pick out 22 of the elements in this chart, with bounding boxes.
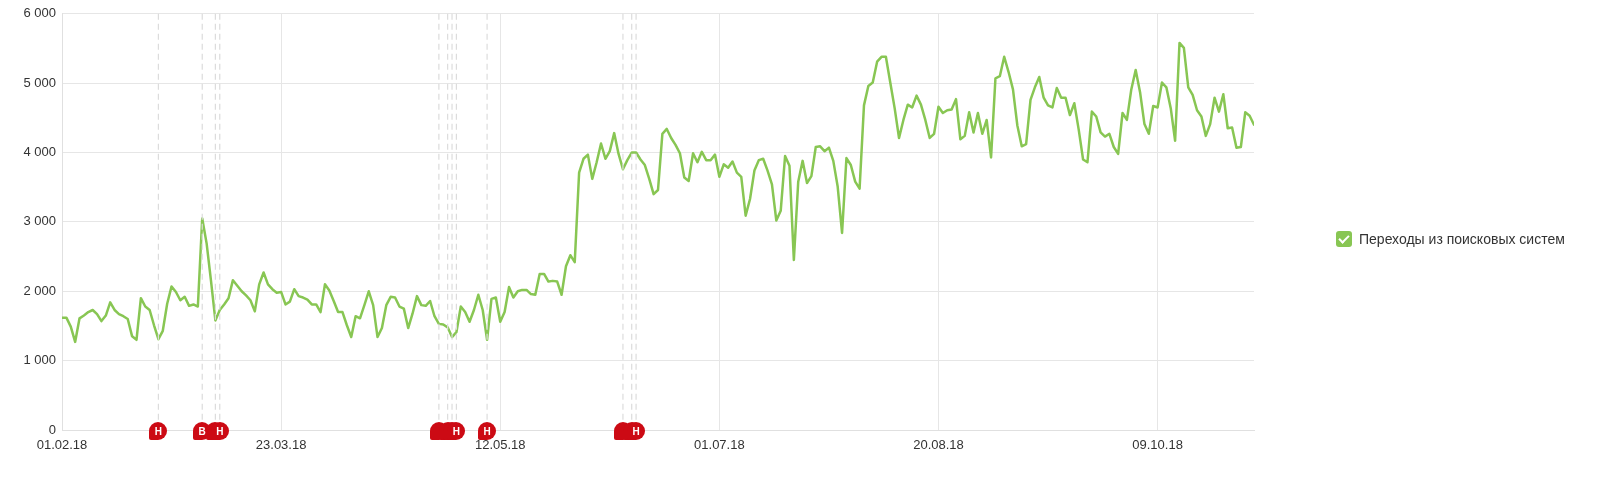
ref-line-label: В <box>198 425 206 437</box>
speech-bubble-icon: Н <box>149 422 168 440</box>
ref-line-label: Н <box>154 425 163 437</box>
ref-line-label: Н <box>216 425 224 437</box>
x-tick-label: 23.03.18 <box>255 437 307 453</box>
ref-line-label: Н <box>483 425 491 437</box>
y-tick-label: 1 000 <box>23 352 56 368</box>
y-tick-label: 4 000 <box>23 144 56 160</box>
x-tick-label: 01.02.18 <box>36 437 88 453</box>
legend-label: Переходы из поисковых систем <box>1359 231 1565 247</box>
x-tick-label: 01.07.18 <box>694 437 745 453</box>
speech-bubble-icon: Н <box>478 422 497 440</box>
y-tick-label: 5 000 <box>23 74 56 90</box>
ref-line-label: Н <box>632 425 640 437</box>
ref-line-label: Н <box>452 425 461 437</box>
x-tick-label: 09.10.18 <box>1132 437 1183 453</box>
x-tick-label: 20.08.18 <box>913 437 964 453</box>
y-tick-label: 2 000 <box>23 282 56 298</box>
y-tick-label: 3 000 <box>23 213 56 229</box>
x-tick-label: 12.05.18 <box>474 437 526 453</box>
y-tick-label: 6 000 <box>23 5 56 21</box>
y-tick-label: 0 <box>48 421 56 437</box>
